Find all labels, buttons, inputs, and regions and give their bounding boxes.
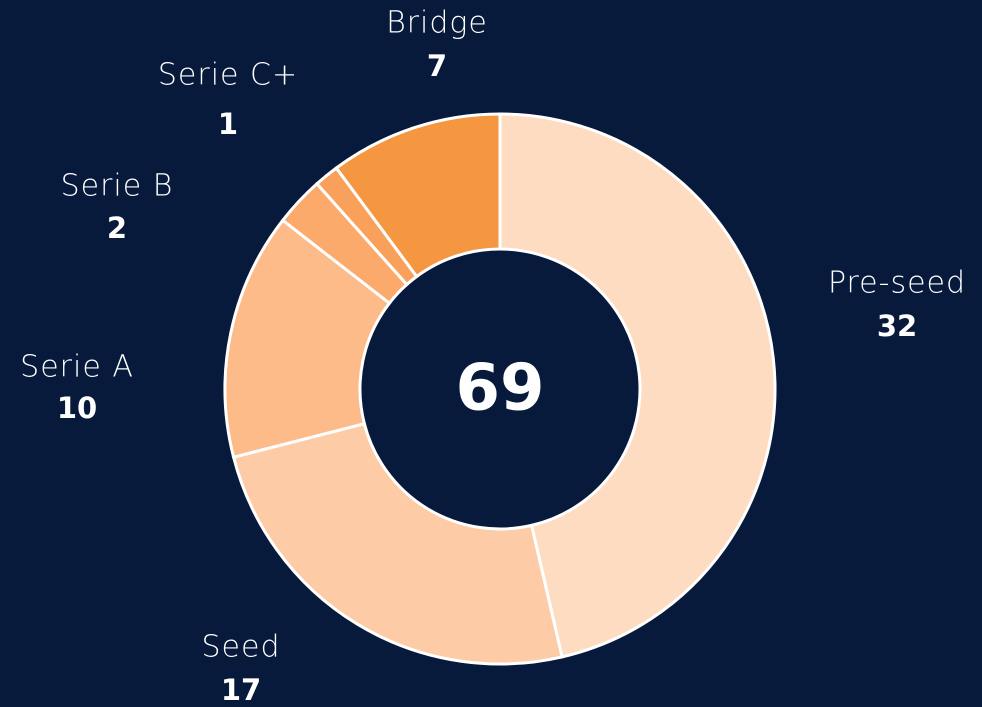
- donut-slice: [223, 218, 392, 459]
- donut-slice: [231, 421, 564, 666]
- slice-value: 17: [221, 673, 261, 707]
- center-total: 69: [455, 352, 544, 426]
- slice-label: Serie C+: [158, 58, 298, 93]
- slice-value: 32: [877, 309, 917, 343]
- slice-label: Bridge: [386, 6, 488, 41]
- donut-slice: [498, 112, 777, 659]
- slice-label: Serie B: [61, 169, 174, 204]
- slice-value: 1: [218, 107, 238, 141]
- slice-value: 7: [427, 49, 447, 83]
- slice-label: Seed: [202, 630, 281, 665]
- slice-value: 10: [57, 391, 97, 425]
- slice-label: Pre-seed: [828, 266, 966, 301]
- slice-label: Serie A: [20, 350, 134, 385]
- slice-value: 2: [107, 211, 127, 245]
- donut-slice: [334, 112, 502, 279]
